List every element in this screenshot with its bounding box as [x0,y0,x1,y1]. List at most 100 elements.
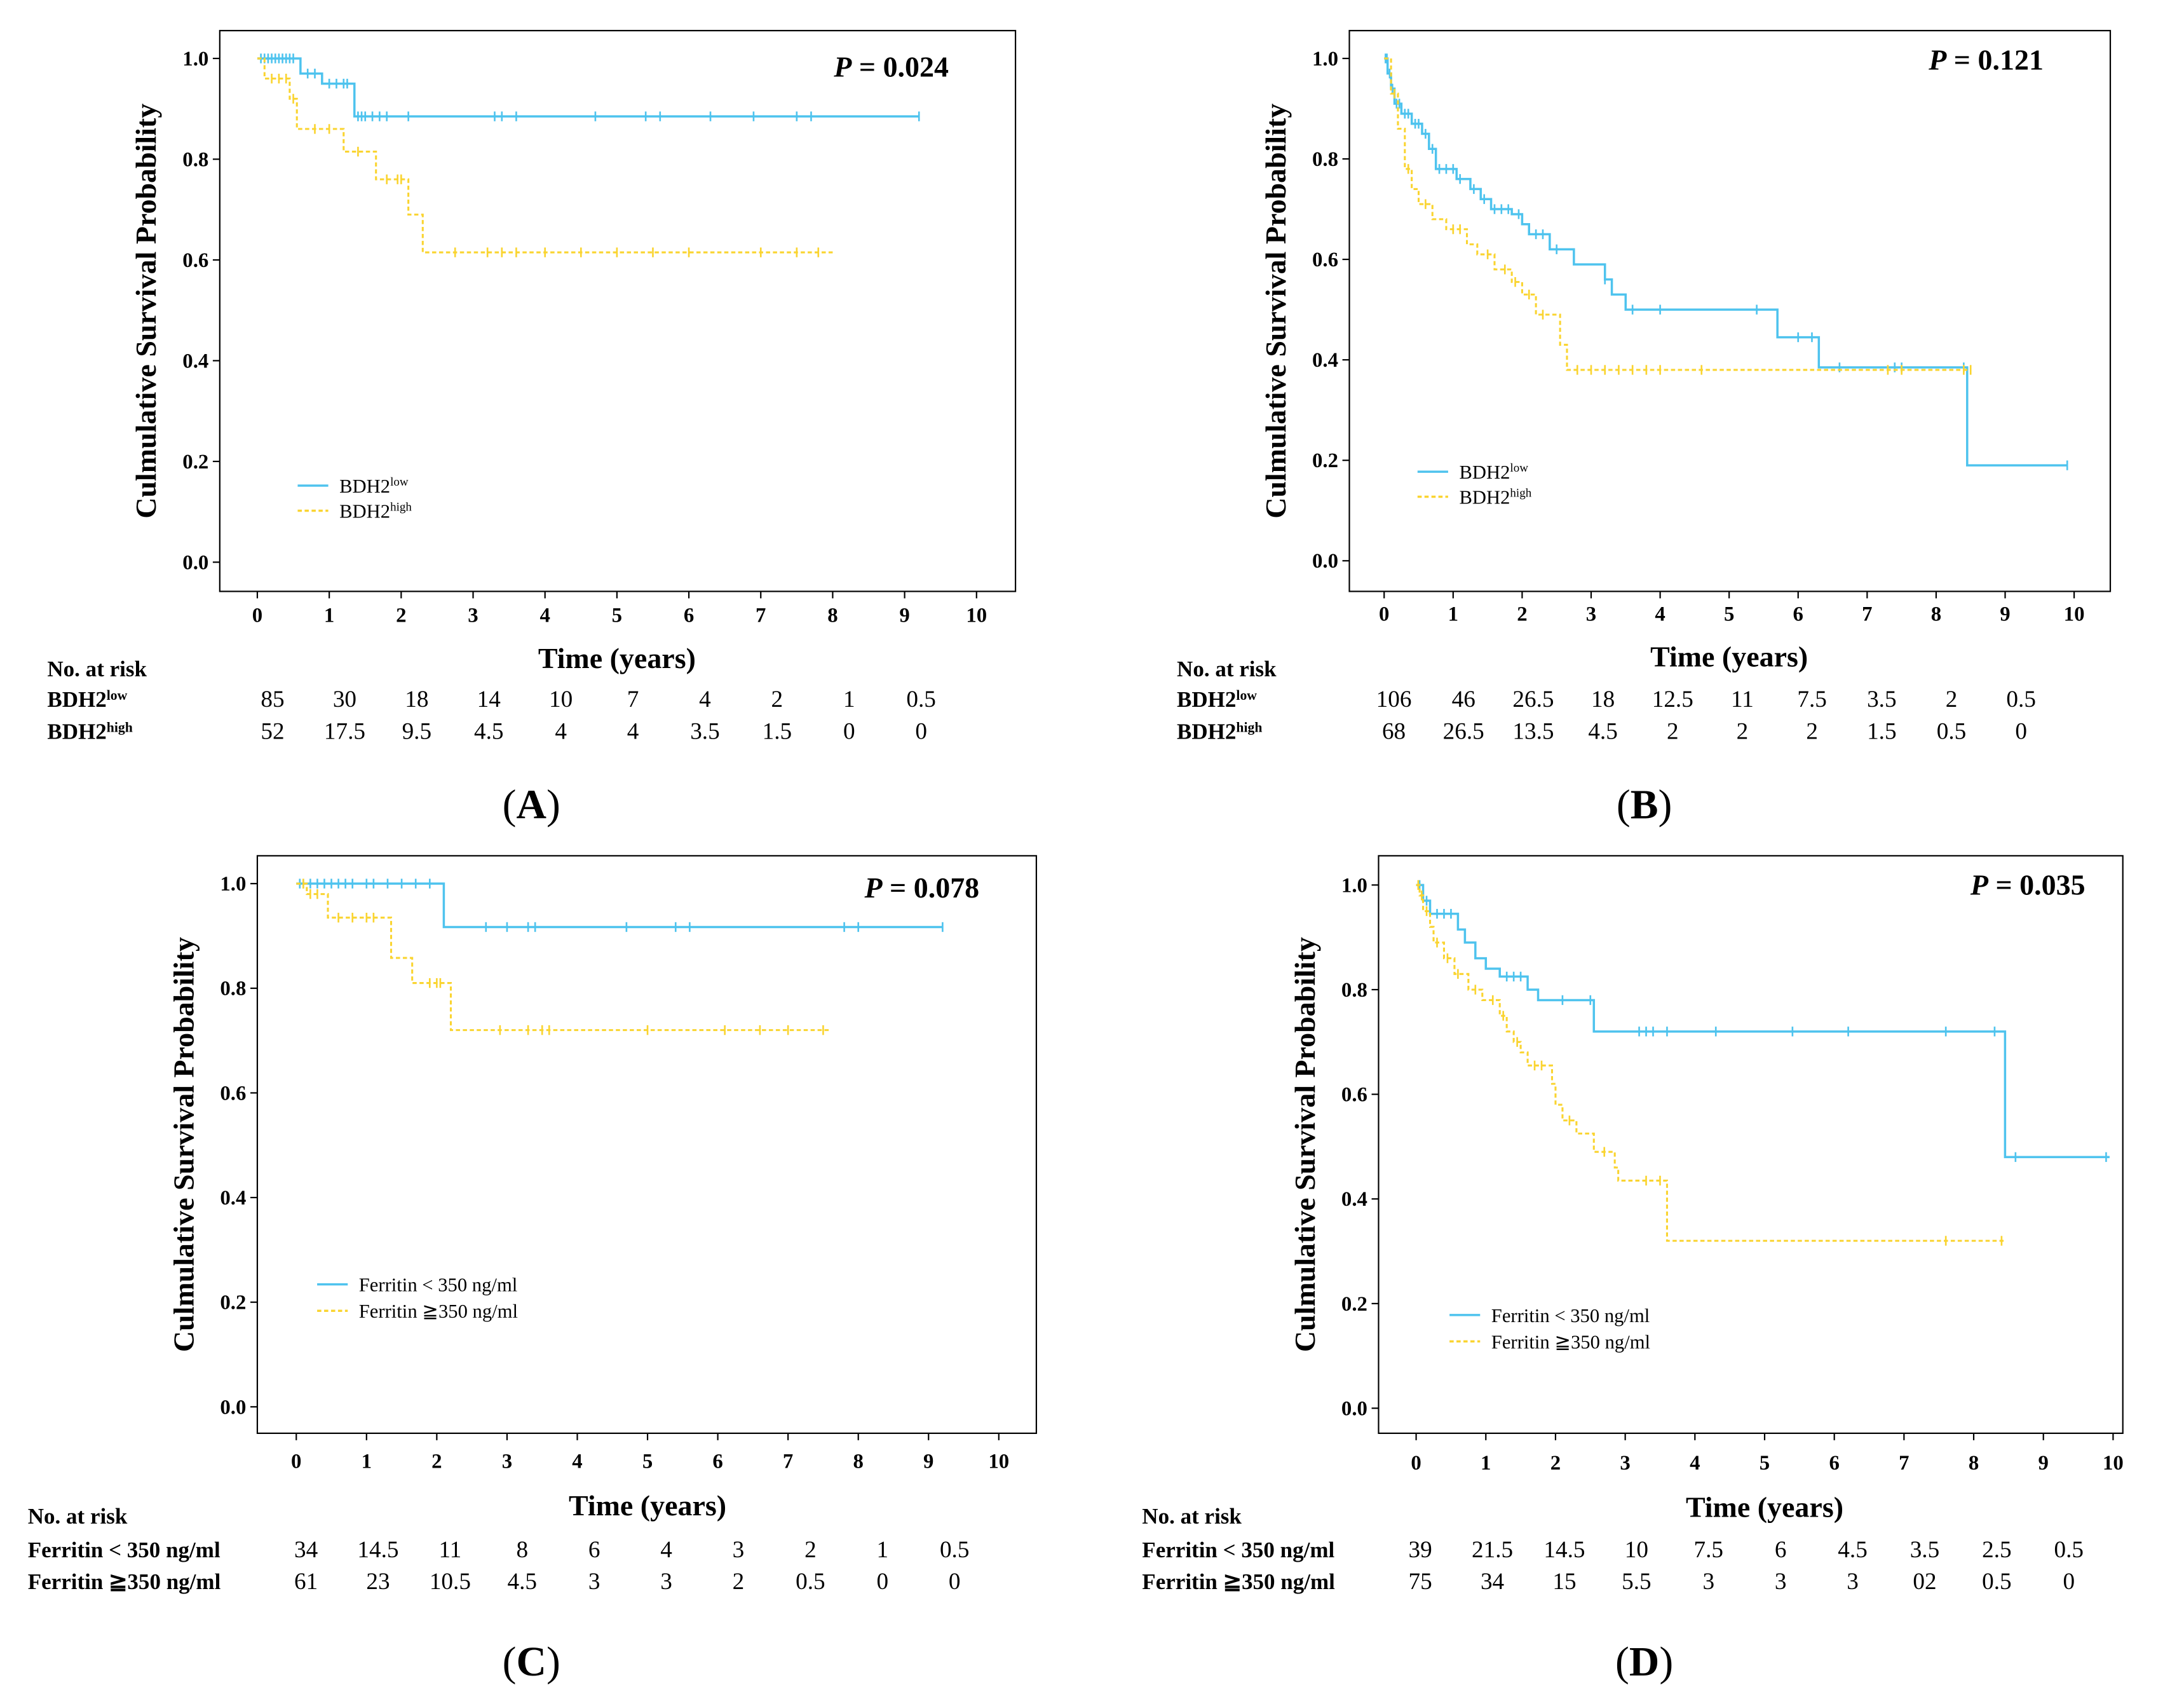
risk-value: 34 [294,1537,318,1563]
legend-label-sup: high [390,500,412,514]
risk-value: 3.5 [690,718,720,744]
x-tick-label: 2 [1517,603,1527,625]
x-tick-label: 9 [923,1450,933,1473]
risk-value: 1 [843,686,855,713]
legend-label: Ferritin ≧350 ng/ml [1491,1331,1650,1353]
x-tick-label: 3 [468,604,478,627]
y-tick-label: 0.8 [1341,979,1367,1002]
risk-value: 8 [516,1537,528,1563]
risk-value: 4 [660,1537,672,1563]
risk-value: 2 [1667,718,1679,744]
survival-curve-high [257,57,833,254]
risk-row-label: Ferritin < 350 ng/ml [1142,1538,1334,1562]
x-tick-label: 4 [539,604,550,627]
panel-letter: (A) [503,781,560,828]
risk-value: 0.5 [2054,1537,2084,1563]
risk-row-label-base: Ferritin ≧350 ng/ml [1142,1569,1335,1594]
legend-label: BDH2high [339,500,412,522]
panel-letter-text: A [517,781,546,828]
risk-value: 0.5 [1982,1569,2012,1595]
x-tick-label: 5 [612,604,622,627]
x-tick-label: 9 [899,604,909,627]
panel-paren-close: ) [1659,1639,1673,1685]
risk-value: 2.5 [1982,1537,2012,1563]
x-tick-label: 4 [1655,603,1665,625]
x-tick-label: 3 [1620,1452,1630,1475]
x-tick-label: 10 [988,1450,1009,1473]
risk-value: 4.5 [1588,718,1618,744]
risk-row-label-base: Ferritin ≧350 ng/ml [28,1569,221,1594]
risk-value: 0.5 [1937,718,1967,744]
legend-label-base: Ferritin < 350 ng/ml [359,1274,518,1296]
risk-table-title: No. at risk [1142,1504,1242,1529]
risk-value: 85 [261,686,284,713]
legend-label: BDH2low [339,475,409,497]
panel-letter: (C) [503,1639,560,1685]
legend-label-base: BDH2 [1459,461,1510,483]
legend-label-base: Ferritin < 350 ng/ml [1491,1305,1650,1327]
panel-paren-open: ( [503,781,517,828]
risk-value: 61 [294,1569,318,1595]
risk-value: 1.5 [1867,718,1897,744]
risk-value: 4 [627,718,639,744]
risk-value: 18 [1591,686,1615,713]
risk-value: 68 [1382,718,1406,744]
risk-value: 18 [405,686,428,713]
risk-value: 14.5 [357,1537,398,1563]
risk-row-label: Ferritin ≧350 ng/ml [28,1569,221,1594]
y-tick-label: 0.8 [220,978,246,1000]
panel-paren-open: ( [1615,1639,1629,1685]
x-tick-label: 2 [1550,1452,1561,1475]
panel-letter: (D) [1615,1639,1673,1685]
panel-c: 0.00.20.40.60.81.00 1 2 3 4 5 6 7 8 9 10Culmulativ… [28,855,1038,1685]
risk-row-label-sup: high [1236,720,1262,735]
risk-value: 1 [876,1537,888,1563]
risk-value: 6 [1775,1537,1787,1563]
risk-row-label: Ferritin ≧350 ng/ml [1142,1569,1335,1594]
risk-row-label: BDH2low [1177,687,1257,712]
y-tick-label: 0.2 [220,1292,246,1314]
risk-value: 0.5 [2006,686,2036,713]
y-tick-label: 0.6 [1312,249,1338,271]
x-tick-label: 0 [252,604,262,627]
panel-letter-text: B [1631,781,1658,828]
risk-value: 0 [876,1569,888,1595]
legend-label: Ferritin < 350 ng/ml [1491,1305,1650,1327]
risk-value: 0.5 [906,686,936,713]
plot-frame [256,855,1038,1435]
risk-value: 3 [1702,1569,1714,1595]
x-tick-label: 10 [966,604,987,627]
risk-row-label: BDH2low [47,687,127,712]
risk-row-label-base: BDH2 [47,687,106,712]
risk-value: 7 [627,686,639,713]
p-value-number: = 0.035 [1988,869,2086,901]
risk-value: 46 [1452,686,1475,713]
survival-curve-low [296,882,943,929]
survival-curve-low [257,57,919,118]
risk-value: 0 [2063,1569,2075,1595]
y-tick-label: 0.6 [1341,1084,1367,1107]
risk-value: 4.5 [508,1569,538,1595]
risk-value: 4.5 [1838,1537,1868,1563]
legend-label-base: Ferritin ≧350 ng/ml [1491,1331,1650,1353]
y-tick-label: 1.0 [182,48,208,71]
x-tick-label: 8 [1931,603,1941,625]
panel-b: 0.0 0.2 0.4 0.6 0.8 1.0 0 1 2 3 4 5 6 7 8 9 10 Culmulativ… [1177,30,2112,828]
risk-value: 10 [1625,1537,1648,1563]
risk-value: 2 [1946,686,1958,713]
risk-row-label-base: BDH2 [47,719,106,744]
survival-curve-high [296,882,831,1032]
risk-row-label-base: Ferritin < 350 ng/ml [28,1538,220,1562]
risk-row-label-sup: low [107,688,128,703]
risk-row-label-sup: low [1236,688,1257,703]
risk-value: 3 [588,1569,600,1595]
survival-curve-high [1384,57,1971,371]
risk-value: 3.5 [1910,1537,1940,1563]
risk-value: 3.5 [1867,686,1897,713]
x-tick-label: 7 [756,604,766,627]
risk-value: 4.5 [474,718,504,744]
x-tick-label: 7 [783,1450,793,1473]
panel-paren-close: ) [546,1639,560,1685]
p-value-letter: P [1928,43,1947,76]
x-tick-label: 2 [396,604,406,627]
